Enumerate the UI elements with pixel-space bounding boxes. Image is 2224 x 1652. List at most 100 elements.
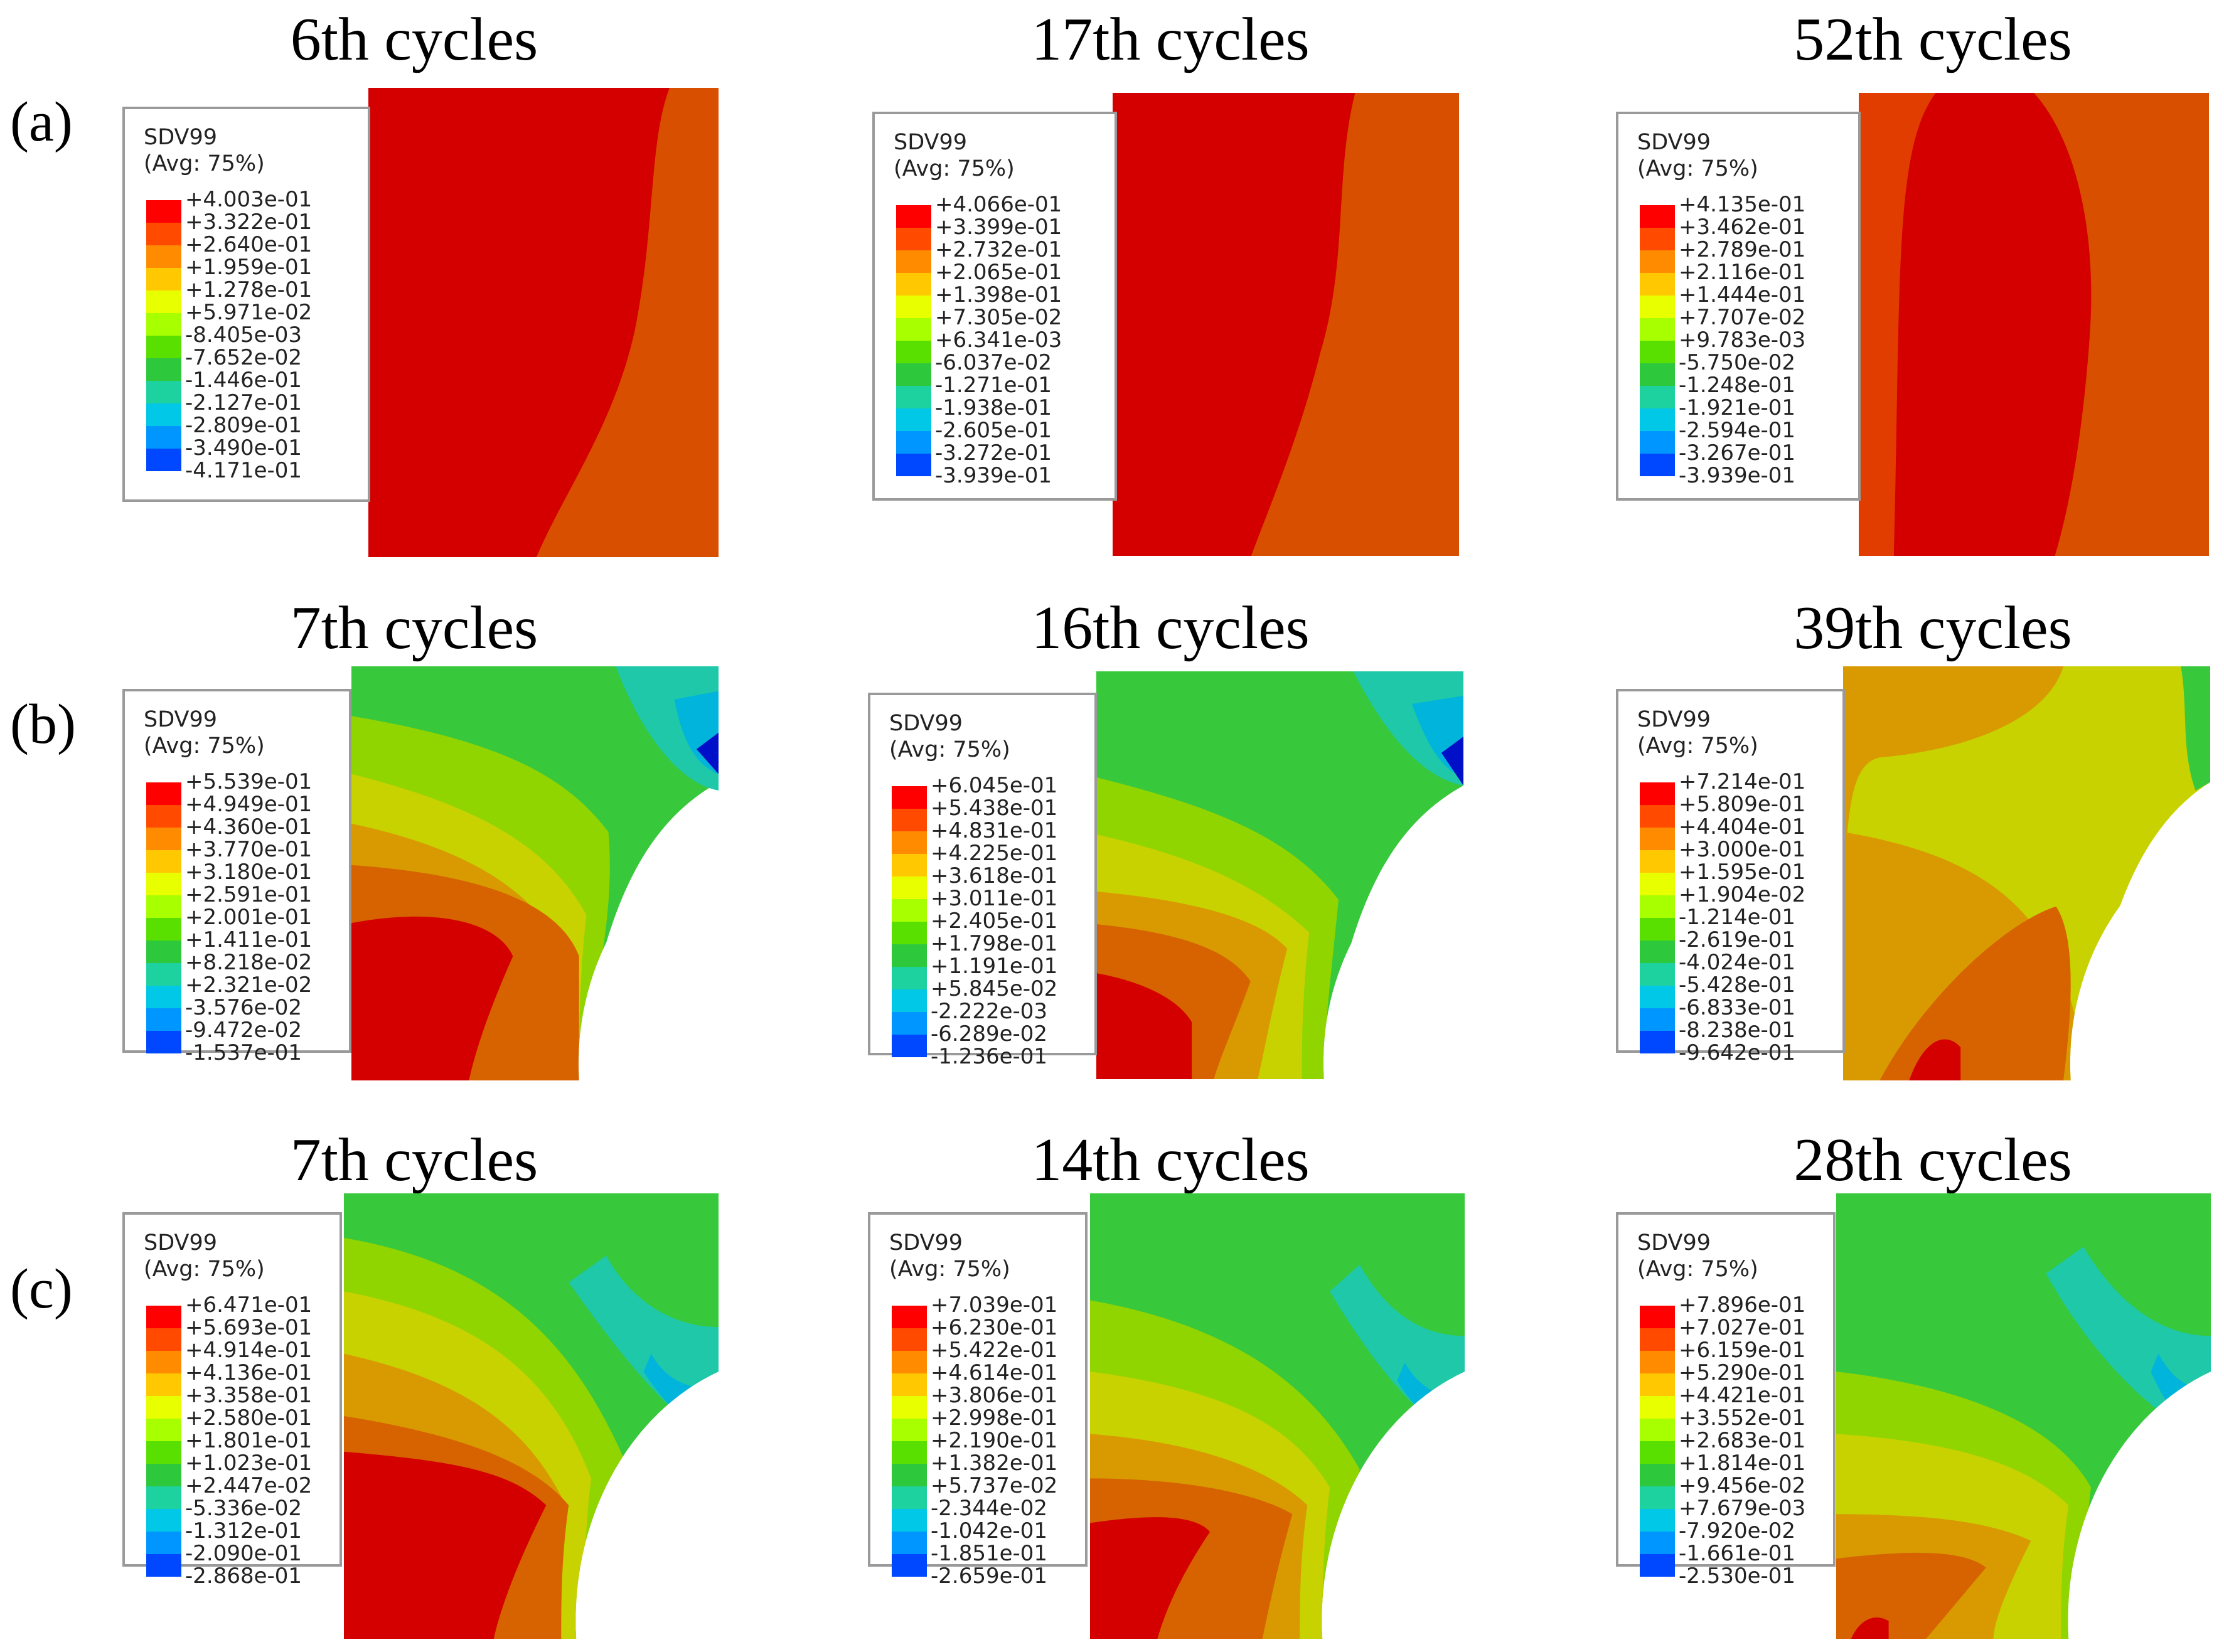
legend-value: -3.939e-01 (935, 463, 1052, 488)
legend-value: +1.959e-01 (185, 255, 313, 280)
legend-swatch (146, 941, 181, 963)
legend-value: +1.191e-01 (931, 954, 1058, 979)
legend-swatch (1640, 318, 1675, 341)
legend-value: +4.136e-01 (185, 1360, 313, 1385)
legend-swatch (146, 1464, 181, 1486)
legend-swatch (1640, 363, 1675, 386)
legend-variable: SDV99 (1637, 130, 1711, 155)
legend-averaging: (Avg: 75%) (889, 737, 1010, 762)
legend-value: +7.679e-03 (1679, 1496, 1806, 1521)
legend-value: +3.462e-01 (1679, 215, 1806, 240)
legend-swatch (146, 1373, 181, 1396)
contour-plot (1096, 671, 1463, 1079)
legend-value: +2.591e-01 (185, 882, 313, 907)
legend-swatch (1640, 963, 1675, 986)
legend-value: +6.471e-01 (185, 1292, 313, 1318)
legend-value: +3.358e-01 (185, 1383, 313, 1408)
legend-value: +2.580e-01 (185, 1405, 313, 1431)
legend-value: -1.236e-01 (931, 1044, 1048, 1069)
contour-band (1859, 93, 2092, 556)
legend: SDV99 (Avg: 75%) +4.135e-01 +3.462e-01 +2.78… (1616, 112, 1861, 501)
legend-swatch (1640, 1031, 1675, 1053)
contour-band (2181, 666, 2210, 791)
legend-swatch (146, 828, 181, 850)
legend-swatch (1640, 1008, 1675, 1031)
legend-value: +4.914e-01 (185, 1338, 313, 1363)
contour-band (696, 732, 719, 774)
legend-values: +4.066e-01 +3.399e-01 +2.732e-01 +2.065e-01… (935, 193, 1062, 487)
panel-title: 14th cycles (1031, 1126, 1310, 1194)
legend: SDV99 (Avg: 75%) +7.039e-01 +6.230e-01 +5.42… (868, 1212, 1088, 1587)
contour-band (368, 88, 670, 557)
legend-swatch (146, 403, 181, 426)
legend-swatch (892, 1328, 927, 1351)
legend-value: +4.135e-01 (1679, 192, 1806, 217)
legend-colorbar (146, 1306, 181, 1577)
legend-values: +7.039e-01 +6.230e-01 +5.422e-01 +4.614e-01… (931, 1294, 1057, 1587)
legend-value: +1.595e-01 (1679, 860, 1806, 885)
legend-swatch (146, 1554, 181, 1577)
legend-swatch (146, 290, 181, 313)
legend-variable: SDV99 (1637, 707, 1711, 732)
legend-swatch (1640, 408, 1675, 431)
legend-value: +1.411e-01 (185, 927, 313, 952)
legend-swatch (892, 831, 927, 854)
legend-swatch (892, 944, 927, 967)
legend-value: -2.605e-01 (935, 418, 1052, 443)
contour-band (1843, 666, 2063, 1080)
legend-swatch (892, 1373, 927, 1396)
contour-band (344, 1451, 547, 1639)
legend-value: +5.809e-01 (1679, 792, 1806, 817)
legend-swatch (1640, 454, 1675, 476)
legend-variable: SDV99 (144, 125, 218, 150)
legend-value: -2.090e-01 (185, 1541, 302, 1566)
legend-swatch (892, 786, 927, 809)
legend-value: +2.789e-01 (1679, 237, 1806, 262)
legend: SDV99 (Avg: 75%) +4.066e-01 +3.399e-01 +2.73… (872, 112, 1117, 501)
legend-value: +5.737e-02 (931, 1473, 1058, 1498)
legend-value: +1.444e-01 (1679, 282, 1806, 307)
legend-swatch (1640, 1486, 1675, 1509)
legend-value: +2.447e-02 (185, 1473, 313, 1498)
legend-swatch (1640, 895, 1675, 918)
legend-swatch (892, 1532, 927, 1554)
legend-value: +4.225e-01 (931, 841, 1058, 866)
legend-swatch (892, 809, 927, 831)
legend-swatch (892, 1396, 927, 1419)
legend: SDV99 (Avg: 75%) +4.003e-01 +3.322e-01 +2.64… (122, 107, 370, 502)
legend-value: +3.806e-01 (931, 1383, 1058, 1408)
legend-value: -5.428e-01 (1679, 973, 1796, 998)
legend-values: +5.539e-01 +4.949e-01 +4.360e-01 +3.770e-01… (185, 770, 312, 1064)
legend-value: +1.798e-01 (931, 931, 1058, 956)
contour-plot (368, 88, 719, 557)
legend-variable: SDV99 (889, 1230, 963, 1255)
legend-swatch (146, 986, 181, 1008)
contour-plot (1859, 93, 2209, 556)
panel-title: 17th cycles (1031, 6, 1310, 73)
legend-swatch (892, 1035, 927, 1057)
legend-value: -3.490e-01 (185, 435, 302, 461)
legend-swatch (1640, 296, 1675, 318)
legend-swatch (892, 922, 927, 944)
legend-variable: SDV99 (1637, 1230, 1711, 1255)
legend-value: +2.321e-02 (185, 973, 313, 998)
legend-averaging: (Avg: 75%) (144, 151, 265, 176)
legend-value: -1.271e-01 (935, 373, 1052, 398)
legend-swatch (1640, 1532, 1675, 1554)
legend-value: -2.530e-01 (1679, 1564, 1796, 1589)
legend-colorbar (1640, 1306, 1675, 1577)
legend-variable: SDV99 (144, 707, 218, 732)
legend-swatch (1640, 273, 1675, 296)
legend-swatch (1640, 1464, 1675, 1486)
contour-band (681, 1398, 719, 1429)
row-label: (b) (10, 693, 76, 755)
legend-swatch (896, 431, 931, 454)
legend-value: -1.938e-01 (935, 395, 1052, 420)
legend: SDV99 (Avg: 75%) +6.471e-01 +5.693e-01 +4.91… (122, 1212, 342, 1587)
contour-plot (1113, 93, 1459, 556)
legend-swatch (1640, 873, 1675, 895)
contour-band (351, 916, 513, 1080)
legend-swatch (896, 363, 931, 386)
legend-value: +2.116e-01 (1679, 260, 1806, 285)
legend-swatch (896, 228, 931, 250)
